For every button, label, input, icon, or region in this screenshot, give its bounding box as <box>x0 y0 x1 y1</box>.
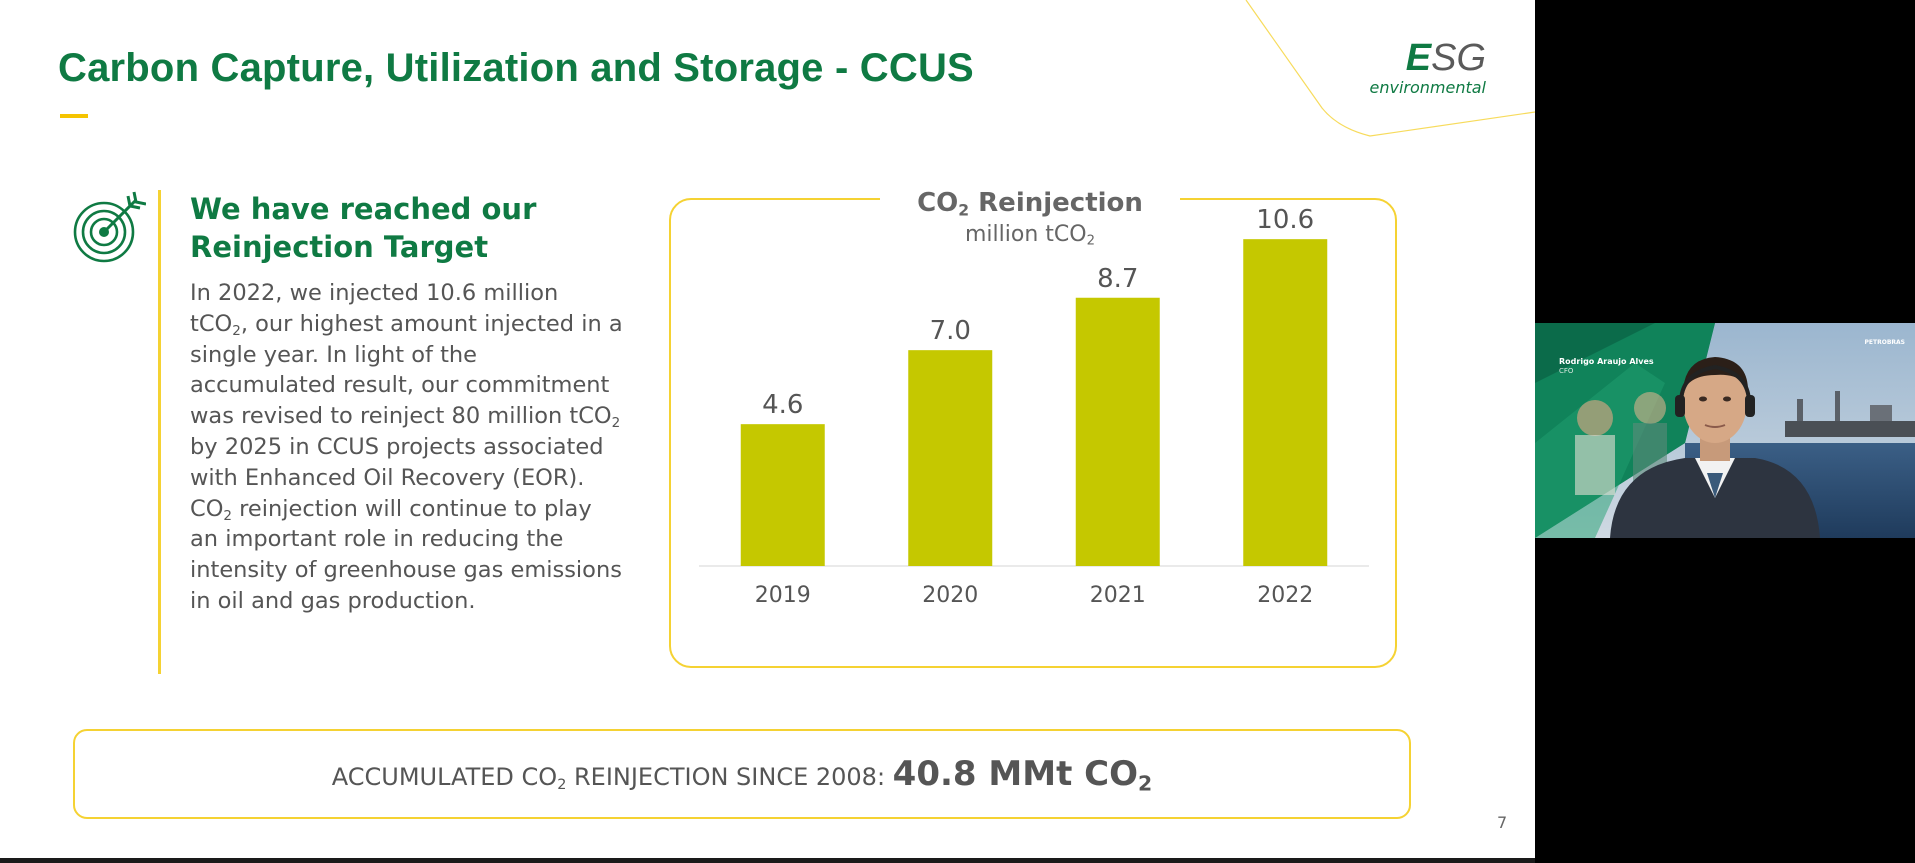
body-line: single year. In light of the <box>190 341 478 368</box>
title-accent-bar <box>60 114 88 118</box>
target-icon <box>73 191 146 263</box>
accumulated-reinjection-box <box>73 729 1411 819</box>
esg-logo: ESG environmental <box>1369 37 1487 97</box>
esg-logo-subtitle: environmental <box>1369 78 1487 97</box>
category-label-2019: 2019 <box>755 583 811 608</box>
bar-2020 <box>908 350 993 566</box>
body-paragraph: In 2022, we injected 10.6 million tCO2, … <box>190 278 640 617</box>
category-label-2020: 2020 <box>922 583 978 608</box>
body-line: in oil and gas production. <box>190 587 476 614</box>
speaker-video-frame <box>1535 323 1915 538</box>
section-headline: We have reached our Reinjection Target <box>190 192 537 264</box>
value-label-2020: 7.0 <box>930 316 971 346</box>
speaker-role: CFO <box>1559 367 1574 375</box>
video-brand-logo: PETROBRAS <box>1864 339 1905 346</box>
body-line: an important role in reducing the <box>190 526 564 553</box>
bottom-edge <box>0 858 1535 863</box>
speaker-name: Rodrigo Araujo Alves <box>1559 357 1654 366</box>
value-label-2019: 4.6 <box>762 390 803 420</box>
speaker-video-tile[interactable]: Rodrigo Araujo Alves CFO PETROBRAS <box>1535 323 1915 538</box>
body-line: accumulated result, our commitment <box>190 372 610 399</box>
chart-title: CO2 Reinjection <box>880 186 1180 220</box>
accumulated-value: 40.8 MMt CO2 <box>892 754 1153 796</box>
chart-unit-label: million tCO2 <box>965 222 1095 249</box>
accumulated-reinjection-text: ACCUMULATED CO2 REINJECTION SINCE 2008: … <box>331 754 1153 796</box>
bar-2021 <box>1075 297 1160 566</box>
body-line: intensity of greenhouse gas emissions <box>190 557 622 584</box>
body-line: In 2022, we injected 10.6 million <box>190 280 559 306</box>
presentation-slide: Carbon Capture, Utilization and Storage … <box>0 0 1535 858</box>
body-line: with Enhanced Oil Recovery (EOR). <box>190 464 585 491</box>
value-label-2022: 10.6 <box>1256 205 1314 235</box>
bar-2019 <box>740 424 825 566</box>
bar-2022 <box>1243 239 1328 566</box>
body-line: was revised to reinject 80 million tCO2 <box>190 403 621 431</box>
body-line: CO2 reinjection will continue to play <box>190 495 592 524</box>
co2-reinjection-bar-chart: 4.6 2019 7.0 2020 8.7 2021 10.6 2022 <box>699 205 1369 608</box>
category-label-2022: 2022 <box>1257 583 1313 608</box>
page-number: 7 <box>1497 813 1508 832</box>
yellow-divider-line <box>158 190 161 674</box>
category-label-2021: 2021 <box>1090 583 1146 608</box>
body-line: tCO2, our highest amount injected in a <box>190 310 623 339</box>
body-line: by 2025 in CCUS projects associated <box>190 433 604 460</box>
value-label-2021: 8.7 <box>1097 264 1138 294</box>
slide-title: Carbon Capture, Utilization and Storage … <box>58 46 974 90</box>
decorative-corner-lines <box>1245 0 1535 137</box>
